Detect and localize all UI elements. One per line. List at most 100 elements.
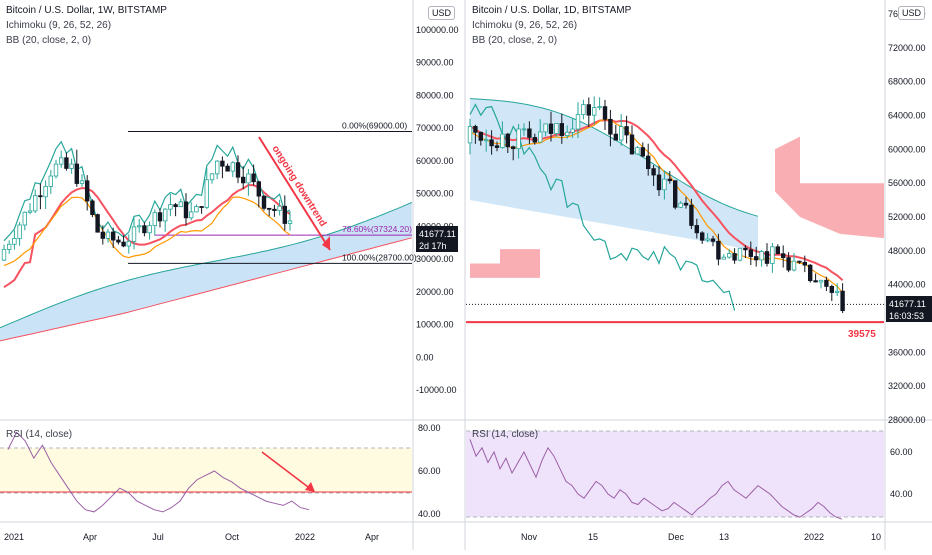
right-price-tick: 44000.00 (888, 280, 926, 290)
right-candle-body (770, 246, 775, 264)
right-candle-body (829, 286, 834, 293)
right-candle-body (608, 118, 613, 135)
right-candle-body (575, 114, 581, 130)
left-bb-label: BB (20, close, 2, 0) (6, 35, 92, 46)
right-rsi-tick: 60.00 (890, 447, 913, 457)
left-price-badge-bg (416, 226, 458, 252)
right-candle-body (743, 247, 748, 251)
right-title: Bitcoin / U.S. Dollar, 1D, BITSTAMP (472, 5, 632, 16)
right-candle-body (683, 202, 689, 206)
left-price-tick: 50000.00 (416, 189, 454, 199)
left-price-tick: 70000.00 (416, 123, 454, 133)
left-candle-body (188, 211, 194, 219)
right-candle-body (818, 279, 824, 283)
right-candle-body (629, 134, 635, 155)
right-rsi-tick: 40.00 (890, 489, 913, 499)
fib-level-label: 100.00%(28700.00) (342, 252, 417, 262)
left-title: Bitcoin / U.S. Dollar, 1W, BITSTAMP (6, 5, 167, 16)
left-candle-body (111, 231, 116, 241)
left-candle-body (105, 231, 111, 239)
right-candle-body (710, 238, 716, 242)
right-candle-body (759, 251, 764, 261)
right-candle-body (840, 290, 845, 312)
left-candle-body (240, 176, 246, 184)
right-candle-body (510, 146, 516, 150)
right-candle-body (797, 260, 802, 263)
right-candle-body (786, 257, 791, 271)
right-price-tick: 56000.00 (888, 178, 926, 188)
right-candle-body (754, 256, 759, 261)
left-candle-body (7, 243, 12, 250)
right-candle-body (656, 174, 662, 191)
right-candle-body (581, 104, 586, 116)
downtrend-arrow (258, 136, 331, 251)
right-candle-body (775, 246, 780, 255)
right-kijun-line (469, 118, 844, 294)
currency-badge-right[interactable]: USD (898, 6, 926, 20)
left-kijun-line (3, 196, 291, 267)
left-rsi-tick: 60.00 (418, 466, 441, 476)
right-candle-body (516, 128, 521, 150)
right-candle-body (689, 204, 694, 226)
right-candle-body (570, 128, 575, 133)
left-rsi-line (7, 431, 310, 513)
right-candle-body (538, 131, 543, 143)
right-candle-body (673, 180, 678, 208)
right-candle-body (597, 106, 602, 109)
left-candle-body (147, 225, 152, 234)
right-candle-body (554, 123, 559, 134)
right-candle-body (727, 253, 732, 258)
left-time-tick: 2022 (295, 532, 315, 542)
right-candle-body (613, 133, 618, 141)
right-price-tick: 48000.00 (888, 246, 926, 256)
right-candle-body (791, 260, 797, 271)
left-candle-body (204, 179, 209, 208)
right-price-tick: 32000.00 (888, 381, 926, 391)
left-candle-body (85, 180, 90, 202)
support-label: 39575 (848, 329, 876, 340)
left-candle-body (173, 204, 178, 208)
left-candle-body (246, 173, 251, 184)
right-price-tick: 36000.00 (888, 347, 926, 357)
right-price-tick: 64000.00 (888, 111, 926, 121)
left-candle-body (43, 186, 48, 198)
right-candle-body (781, 253, 786, 258)
right-candle-body (646, 155, 651, 170)
right-candle-body (813, 280, 818, 283)
left-candle-body (59, 157, 64, 165)
left-candle-body (53, 163, 59, 177)
right-candle-body (592, 107, 597, 116)
left-candle-body (17, 224, 22, 239)
left-candle-body (121, 241, 126, 247)
left-chikou-line (3, 140, 291, 242)
right-candle-body (808, 264, 813, 282)
left-price-tick: 30000.00 (416, 254, 454, 264)
left-candle-body (256, 181, 261, 197)
right-candle-body (635, 147, 640, 155)
right-chikou-line (469, 103, 736, 311)
right-price-tick: 28000.00 (888, 415, 926, 425)
right-time-tick: 13 (719, 532, 729, 542)
currency-badge-left[interactable]: USD (428, 6, 456, 20)
right-candle-body (694, 225, 699, 234)
right-candle-body (527, 128, 532, 138)
left-candle-body (214, 160, 220, 175)
left-candle-body (69, 163, 74, 169)
left-time-tick: 2021 (4, 532, 24, 542)
right-candle-body (619, 126, 624, 141)
right-candle-body (721, 256, 726, 260)
right-time-tick: 2022 (804, 532, 824, 542)
right-candle-body (478, 131, 483, 141)
right-price-tick: 52000.00 (888, 212, 926, 222)
left-candle-body (38, 195, 43, 198)
left-countdown-badge: 2d 17h (419, 241, 447, 251)
left-candle-body (162, 208, 168, 222)
left-candle-body (225, 165, 230, 172)
left-rsi-label: RSI (14, close) (6, 429, 73, 440)
left-rsi-tick: 80.00 (418, 423, 441, 433)
left-senkou-b (0, 237, 412, 342)
right-price-badge: 41677.11 (889, 299, 926, 309)
right-candle-body (802, 261, 807, 266)
